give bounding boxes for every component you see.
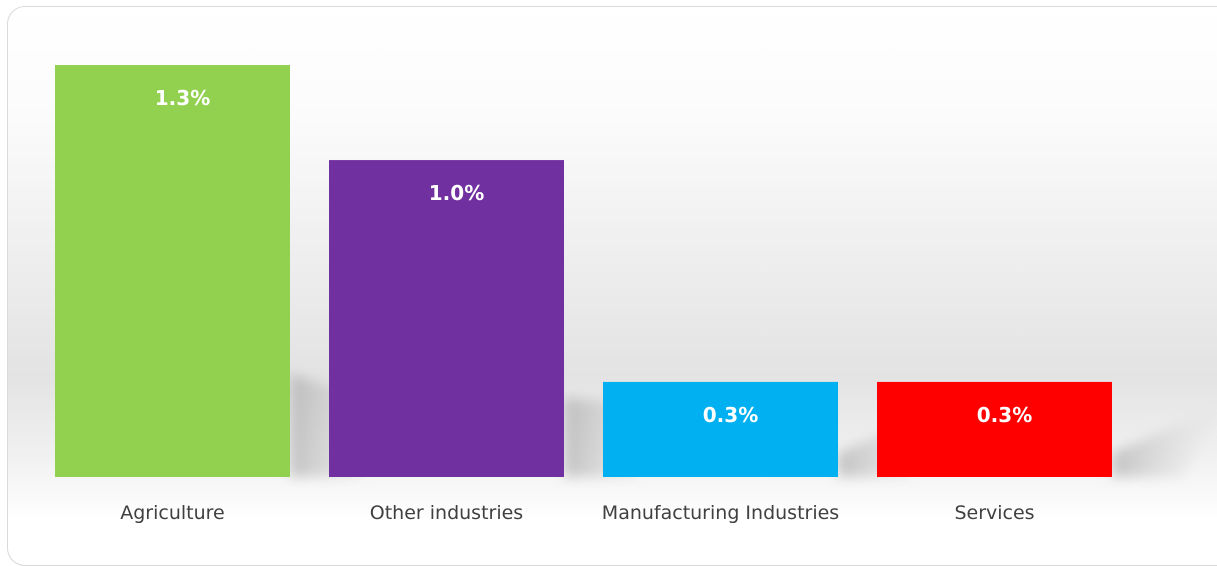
category-label: Manufacturing Industries — [602, 502, 839, 524]
value-labels-group: 1.3% 1.0% 0.3% 0.3% — [155, 86, 1032, 427]
value-label: 0.3% — [703, 403, 758, 427]
bar-agriculture[interactable] — [55, 65, 290, 477]
category-label: Services — [954, 502, 1034, 524]
bar-other-industries[interactable] — [329, 160, 564, 478]
value-label: 0.3% — [977, 403, 1032, 427]
value-label: 1.3% — [155, 86, 210, 110]
category-label: Agriculture — [120, 502, 225, 524]
bar-chart: 1.3% 1.0% 0.3% 0.3% Agriculture Other indust… — [55, 65, 1217, 524]
bars-group — [55, 65, 1112, 478]
category-labels-group: Agriculture Other industries Manufacturing… — [120, 502, 1034, 524]
bar-services[interactable] — [877, 381, 1112, 477]
category-label: Other industries — [370, 502, 523, 524]
bar-shadow — [1112, 409, 1217, 477]
value-label: 1.0% — [429, 181, 484, 205]
bar-manufacturing-industries[interactable] — [603, 381, 838, 477]
